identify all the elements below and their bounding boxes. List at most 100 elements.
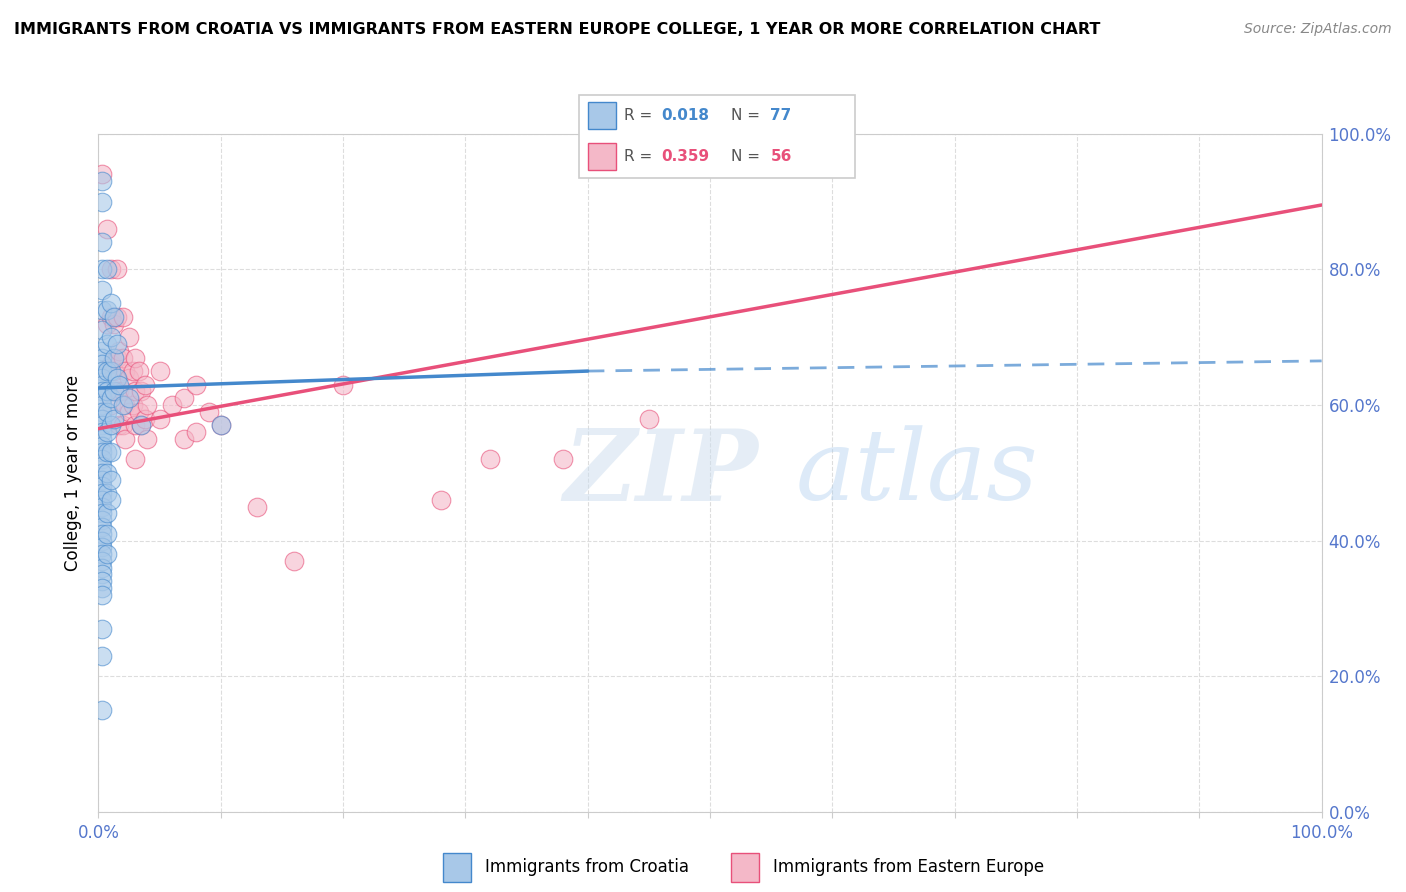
- Point: [91, 452, 114, 467]
- Bar: [731, 854, 759, 881]
- Point: [124, 351, 146, 365]
- Point: [105, 371, 128, 385]
- Point: [149, 364, 172, 378]
- Point: [96, 303, 118, 318]
- Text: N =: N =: [731, 108, 761, 123]
- Point: [91, 567, 114, 582]
- Point: [91, 371, 114, 385]
- Text: ZIP: ZIP: [564, 425, 758, 521]
- Point: [91, 513, 114, 527]
- Point: [103, 384, 125, 399]
- Point: [129, 384, 152, 399]
- Point: [96, 364, 118, 378]
- Point: [638, 411, 661, 425]
- Point: [91, 323, 114, 337]
- Point: [91, 703, 114, 717]
- Text: 0.359: 0.359: [661, 149, 709, 164]
- Point: [100, 262, 122, 277]
- Point: [96, 526, 118, 541]
- Point: [114, 432, 136, 446]
- Point: [108, 418, 131, 433]
- Point: [91, 168, 114, 182]
- Point: [91, 351, 114, 365]
- Point: [108, 377, 131, 392]
- Point: [96, 445, 118, 459]
- Point: [100, 473, 122, 487]
- Point: [91, 283, 114, 297]
- Point: [91, 466, 114, 480]
- Point: [96, 384, 118, 399]
- Point: [91, 174, 114, 188]
- Point: [103, 351, 125, 365]
- Point: [136, 432, 159, 446]
- Point: [91, 391, 114, 405]
- Point: [100, 310, 122, 324]
- Point: [91, 398, 114, 412]
- Text: IMMIGRANTS FROM CROATIA VS IMMIGRANTS FROM EASTERN EUROPE COLLEGE, 1 YEAR OR MOR: IMMIGRANTS FROM CROATIA VS IMMIGRANTS FR…: [14, 22, 1101, 37]
- Point: [105, 384, 128, 399]
- Point: [91, 364, 114, 378]
- Point: [100, 330, 122, 344]
- Point: [91, 262, 114, 277]
- Point: [91, 425, 114, 439]
- Point: [91, 473, 114, 487]
- Point: [118, 371, 141, 385]
- Point: [136, 398, 159, 412]
- Point: [173, 391, 195, 405]
- Point: [111, 351, 134, 365]
- Point: [91, 384, 114, 399]
- Text: Immigrants from Croatia: Immigrants from Croatia: [485, 858, 689, 877]
- Point: [108, 343, 131, 358]
- Point: [100, 445, 122, 459]
- Point: [478, 452, 501, 467]
- Point: [103, 317, 125, 331]
- Point: [91, 418, 114, 433]
- Point: [103, 411, 125, 425]
- Point: [128, 364, 150, 378]
- Point: [96, 466, 118, 480]
- Point: [197, 405, 219, 419]
- Point: [100, 296, 122, 310]
- Point: [96, 317, 118, 331]
- Point: [118, 391, 141, 405]
- Point: [100, 418, 122, 433]
- Point: [91, 520, 114, 534]
- Text: R =: R =: [624, 108, 652, 123]
- Point: [91, 479, 114, 493]
- Point: [91, 439, 114, 453]
- Point: [129, 418, 152, 433]
- Point: [91, 357, 114, 371]
- Point: [96, 405, 118, 419]
- Point: [114, 398, 136, 412]
- Point: [553, 452, 575, 467]
- Point: [100, 357, 122, 371]
- Point: [91, 303, 114, 318]
- Point: [128, 405, 150, 419]
- Point: [91, 648, 114, 663]
- Point: [118, 330, 141, 344]
- Text: 0.018: 0.018: [661, 108, 709, 123]
- Point: [283, 554, 305, 568]
- Point: [91, 486, 114, 500]
- Point: [246, 500, 269, 514]
- Point: [100, 364, 122, 378]
- Point: [91, 343, 114, 358]
- Point: [96, 262, 118, 277]
- Text: atlas: atlas: [796, 425, 1039, 520]
- Point: [124, 452, 146, 467]
- FancyBboxPatch shape: [579, 95, 855, 178]
- Text: N =: N =: [731, 149, 761, 164]
- Point: [100, 398, 122, 412]
- Point: [91, 541, 114, 555]
- Point: [96, 547, 118, 561]
- Point: [91, 507, 114, 521]
- Point: [91, 377, 114, 392]
- Point: [111, 398, 134, 412]
- Point: [134, 411, 156, 425]
- Point: [91, 405, 114, 419]
- Bar: [588, 103, 616, 129]
- Point: [124, 384, 146, 399]
- Point: [96, 337, 118, 351]
- Point: [96, 486, 118, 500]
- Point: [111, 418, 134, 433]
